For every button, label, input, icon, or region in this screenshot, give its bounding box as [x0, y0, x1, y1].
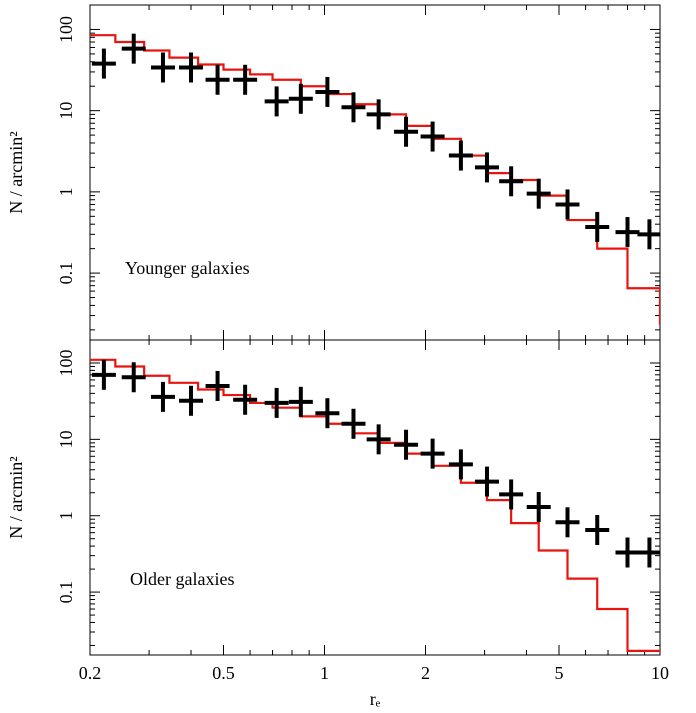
data-point: [585, 515, 610, 546]
data-point: [615, 217, 640, 248]
y-tick-label: 100: [56, 349, 76, 376]
data-point: [178, 52, 203, 83]
plot-frame: [89, 4, 661, 341]
data-point: [394, 429, 419, 460]
data-point: [499, 479, 524, 510]
model-step-line: [90, 34, 660, 325]
y-axis-title: N / arcmin²: [6, 456, 26, 538]
data-point: [366, 424, 391, 455]
data-point: [315, 398, 340, 429]
data-point: [615, 537, 640, 568]
data-point: [121, 362, 146, 393]
data-point: [288, 83, 313, 114]
y-tick-label: 100: [56, 16, 76, 43]
top-panel: 0.1 1 10 100 N / arcmin² Younger galaxies: [6, 4, 661, 341]
x-tick-label: 2: [421, 663, 430, 683]
data-point: [341, 408, 366, 439]
data-point: [233, 64, 258, 95]
plot-area: [90, 358, 660, 652]
data-point: [288, 386, 313, 417]
data-point: [205, 64, 230, 95]
y-tick-label: 1: [56, 511, 76, 520]
data-point: [420, 121, 445, 152]
data-point: [366, 99, 391, 130]
model-step-line: [90, 358, 660, 652]
data-point: [448, 449, 473, 480]
data-point: [91, 359, 116, 390]
data-point: [394, 116, 419, 147]
y-tick-label: 0.1: [56, 262, 76, 285]
data-point: [178, 385, 203, 416]
y-tick-label: 10: [56, 102, 76, 120]
data-point: [637, 537, 660, 568]
data-point: [150, 52, 175, 83]
data-point: [637, 219, 660, 250]
panel-label: Younger galaxies: [125, 258, 250, 278]
data-point: [341, 92, 366, 123]
plot-frame: [89, 339, 661, 656]
data-point: [474, 466, 499, 497]
data-point: [585, 211, 610, 242]
data-point: [264, 86, 289, 117]
data-point: [526, 492, 551, 523]
y-tick-label: 0.1: [56, 581, 76, 604]
plot-area: [90, 33, 660, 325]
data-point: [91, 48, 116, 79]
data-point: [264, 387, 289, 418]
data-point: [150, 381, 175, 412]
x-tick-label: 5: [555, 663, 564, 683]
y-tick-label: 1: [56, 187, 76, 196]
data-point: [474, 152, 499, 183]
x-tick-label: 1: [320, 663, 329, 683]
data-point: [526, 178, 551, 209]
data-point: [121, 33, 146, 64]
data-point: [420, 438, 445, 469]
data-point: [448, 140, 473, 171]
x-tick-label: 0.2: [79, 663, 102, 683]
data-point: [233, 384, 258, 415]
y-axis-title: N / arcmin²: [6, 131, 26, 213]
x-tick-label: 0.5: [212, 663, 235, 683]
data-point: [315, 76, 340, 107]
data-point: [555, 507, 580, 538]
data-point: [205, 370, 230, 401]
y-tick-label: 10: [56, 430, 76, 448]
bottom-panel: 0.2 0.5 1 2 5 10 0.1 1 10 100 N / arcmin² rₑ Older g…: [6, 339, 669, 709]
x-axis-title: rₑ: [370, 689, 381, 709]
x-tick-label: 10: [651, 663, 669, 683]
data-point: [499, 166, 524, 197]
data-point: [555, 189, 580, 220]
panel-label: Older galaxies: [130, 569, 234, 589]
